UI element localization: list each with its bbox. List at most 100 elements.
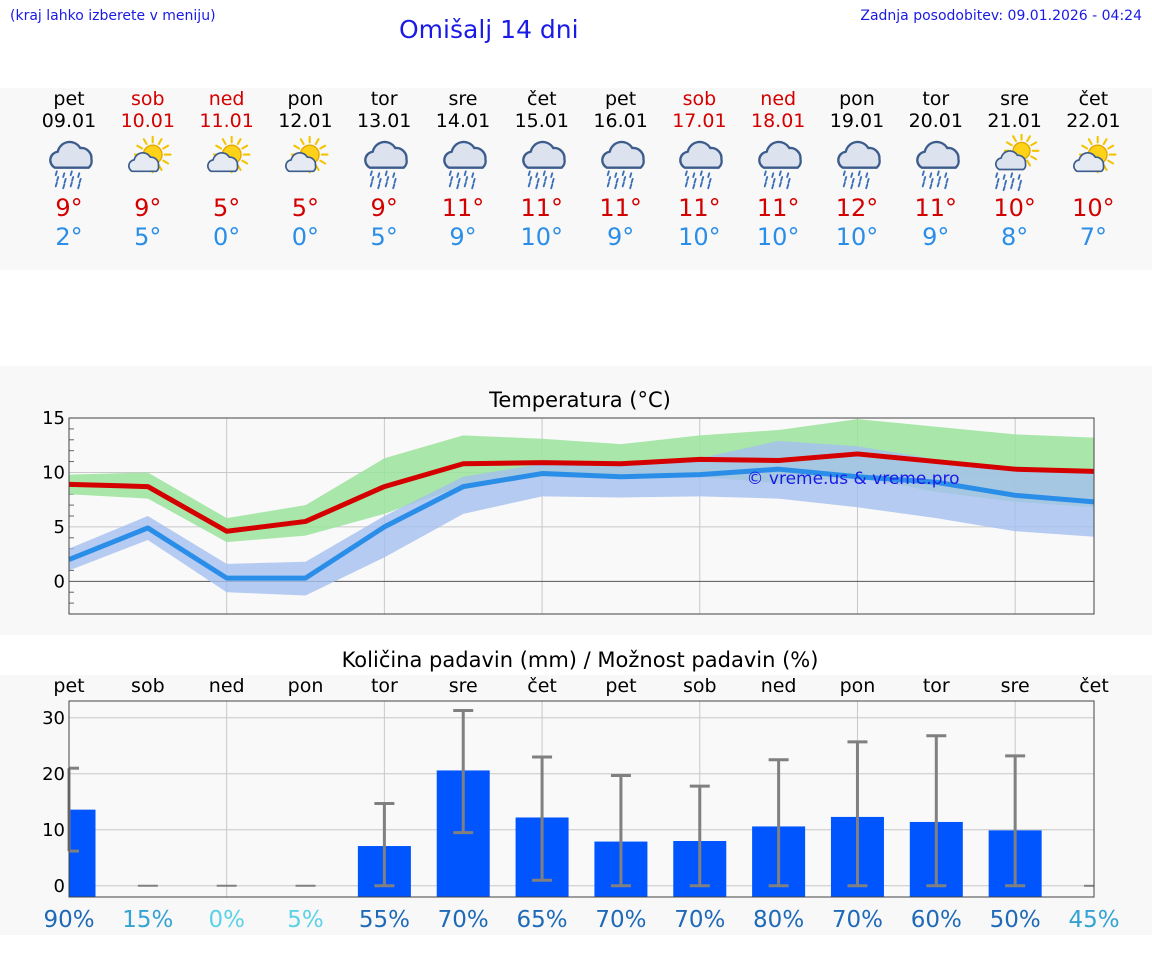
forecast-day: ned 11.01 5° 0°	[188, 88, 266, 252]
precip-probability: 15%	[122, 907, 173, 933]
location-hint[interactable]: (kraj lahko izberete v meniju)	[10, 8, 216, 24]
day-label: pet	[605, 675, 636, 697]
day-date: 18.01	[750, 110, 806, 132]
min-temperature: 2°	[55, 223, 83, 251]
forecast-day: sob 10.01 9° 5°	[109, 88, 187, 252]
day-date: 10.01	[120, 110, 175, 132]
sun-cloud-icon	[188, 132, 266, 194]
forecast-day: čet 15.01 11° 10°	[503, 88, 581, 252]
max-temperature: 9°	[370, 194, 398, 222]
precip-probability: 5%	[287, 907, 324, 933]
max-temperature: 10°	[1072, 194, 1115, 222]
error-bar	[689, 784, 710, 888]
day-name: čet	[527, 88, 557, 110]
forecast-day: tor 20.01 11° 9°	[897, 88, 975, 252]
day-label: sob	[131, 675, 165, 697]
max-temperature: 5°	[291, 194, 320, 222]
day-name: sre	[1000, 88, 1030, 110]
day-name: pet	[604, 88, 637, 110]
forecast-day: pon 19.01 12° 10°	[818, 88, 896, 252]
error-bar	[847, 740, 868, 888]
rain-icon	[345, 132, 423, 194]
day-label: čet	[527, 675, 557, 697]
precip-probability: 45%	[1068, 907, 1119, 933]
precip-bar	[69, 809, 96, 897]
day-name: sob	[682, 88, 717, 110]
precip-probability: 0%	[208, 907, 245, 933]
day-name: pon	[287, 88, 324, 110]
precip-probability: 55%	[359, 907, 410, 933]
day-name: pon	[839, 88, 875, 110]
error-bar	[453, 709, 474, 835]
min-temperature: 5°	[370, 223, 398, 251]
day-date: 12.01	[278, 110, 333, 132]
day-date: 20.01	[908, 110, 963, 132]
forecast-day: sob 17.01 11° 10°	[660, 88, 738, 252]
rain-icon	[582, 132, 660, 194]
precip-probability: 70%	[438, 907, 489, 933]
day-name: sre	[448, 88, 478, 110]
y-tick-label: 0	[54, 571, 65, 592]
max-temperature: 11°	[520, 194, 564, 222]
min-temperature: 9°	[449, 223, 477, 251]
min-temperature: 0°	[291, 223, 320, 251]
day-label: tor	[371, 675, 398, 697]
y-tick-label: 20	[42, 764, 65, 785]
day-label: pet	[53, 675, 84, 697]
day-label: sre	[449, 675, 478, 697]
y-tick-label: 30	[42, 708, 65, 729]
min-temperature: 9°	[922, 223, 950, 251]
max-temp-line	[68, 451, 1095, 534]
y-tick-label: 15	[42, 408, 65, 429]
precip-chart-title: Količina padavin (mm) / Možnost padavin …	[341, 648, 819, 672]
error-bar	[926, 734, 947, 888]
error-bar	[610, 773, 631, 888]
plot-frame	[68, 700, 1095, 898]
precip-probability: 70%	[832, 907, 883, 933]
sun-rain-icon	[976, 132, 1054, 194]
min-temperature: 10°	[835, 223, 879, 251]
day-name: sob	[131, 88, 165, 110]
min-temp-range-band	[69, 440, 1094, 596]
day-name: čet	[1078, 88, 1109, 110]
day-date: 19.01	[829, 110, 885, 132]
max-temperature: 11°	[441, 194, 485, 222]
day-label: pon	[288, 675, 324, 697]
day-date: 22.01	[1066, 110, 1121, 132]
watermark: © vreme.us & vreme.pro	[746, 469, 959, 489]
daily-forecast: pet 09.01 9° 2° sob 10.01 9° 5° ned 11.01 5° 0° pon 1…	[0, 88, 1152, 270]
temperature-chart: 0 5 10 15 © vreme.us & vreme.pro	[42, 408, 1095, 615]
day-date: 15.01	[514, 110, 569, 132]
y-tick-label: 10	[42, 462, 65, 483]
forecast-day: čet 22.01 10° 7°	[1054, 88, 1132, 252]
error-bar	[532, 755, 553, 882]
y-tick-label: 5	[54, 517, 65, 538]
error-bar	[374, 801, 395, 888]
max-temperature: 12°	[835, 194, 879, 222]
max-temperature: 11°	[678, 194, 721, 222]
error-bar	[1005, 754, 1026, 888]
forecast-day: ned 18.01 11° 10°	[739, 88, 817, 252]
rain-icon	[818, 132, 896, 194]
day-label: sob	[683, 675, 717, 697]
day-name: tor	[370, 88, 398, 110]
temp-title-band	[0, 366, 1152, 410]
rain-icon	[30, 132, 108, 194]
forecast-band	[0, 88, 1152, 270]
max-temperature: 11°	[914, 194, 958, 222]
day-date: 21.01	[987, 110, 1042, 132]
max-temperature: 11°	[599, 194, 642, 222]
sun-cloud-icon	[266, 132, 344, 194]
min-temperature: 10°	[520, 223, 564, 251]
min-temperature: 5°	[134, 223, 162, 251]
day-date: 11.01	[199, 110, 254, 132]
max-temperature: 5°	[212, 194, 241, 222]
min-temperature: 9°	[606, 223, 635, 251]
y-tick-label: 10	[42, 820, 65, 841]
max-temperature: 10°	[993, 194, 1036, 222]
day-name: ned	[208, 88, 245, 110]
rain-icon	[424, 132, 502, 194]
precip-probability: 70%	[595, 907, 646, 933]
precipitation-chart: 0 10 20 30 pet sob ned pon tor sre čet pet sob ned pon…	[42, 675, 1119, 933]
precip-probability: 70%	[674, 907, 725, 933]
